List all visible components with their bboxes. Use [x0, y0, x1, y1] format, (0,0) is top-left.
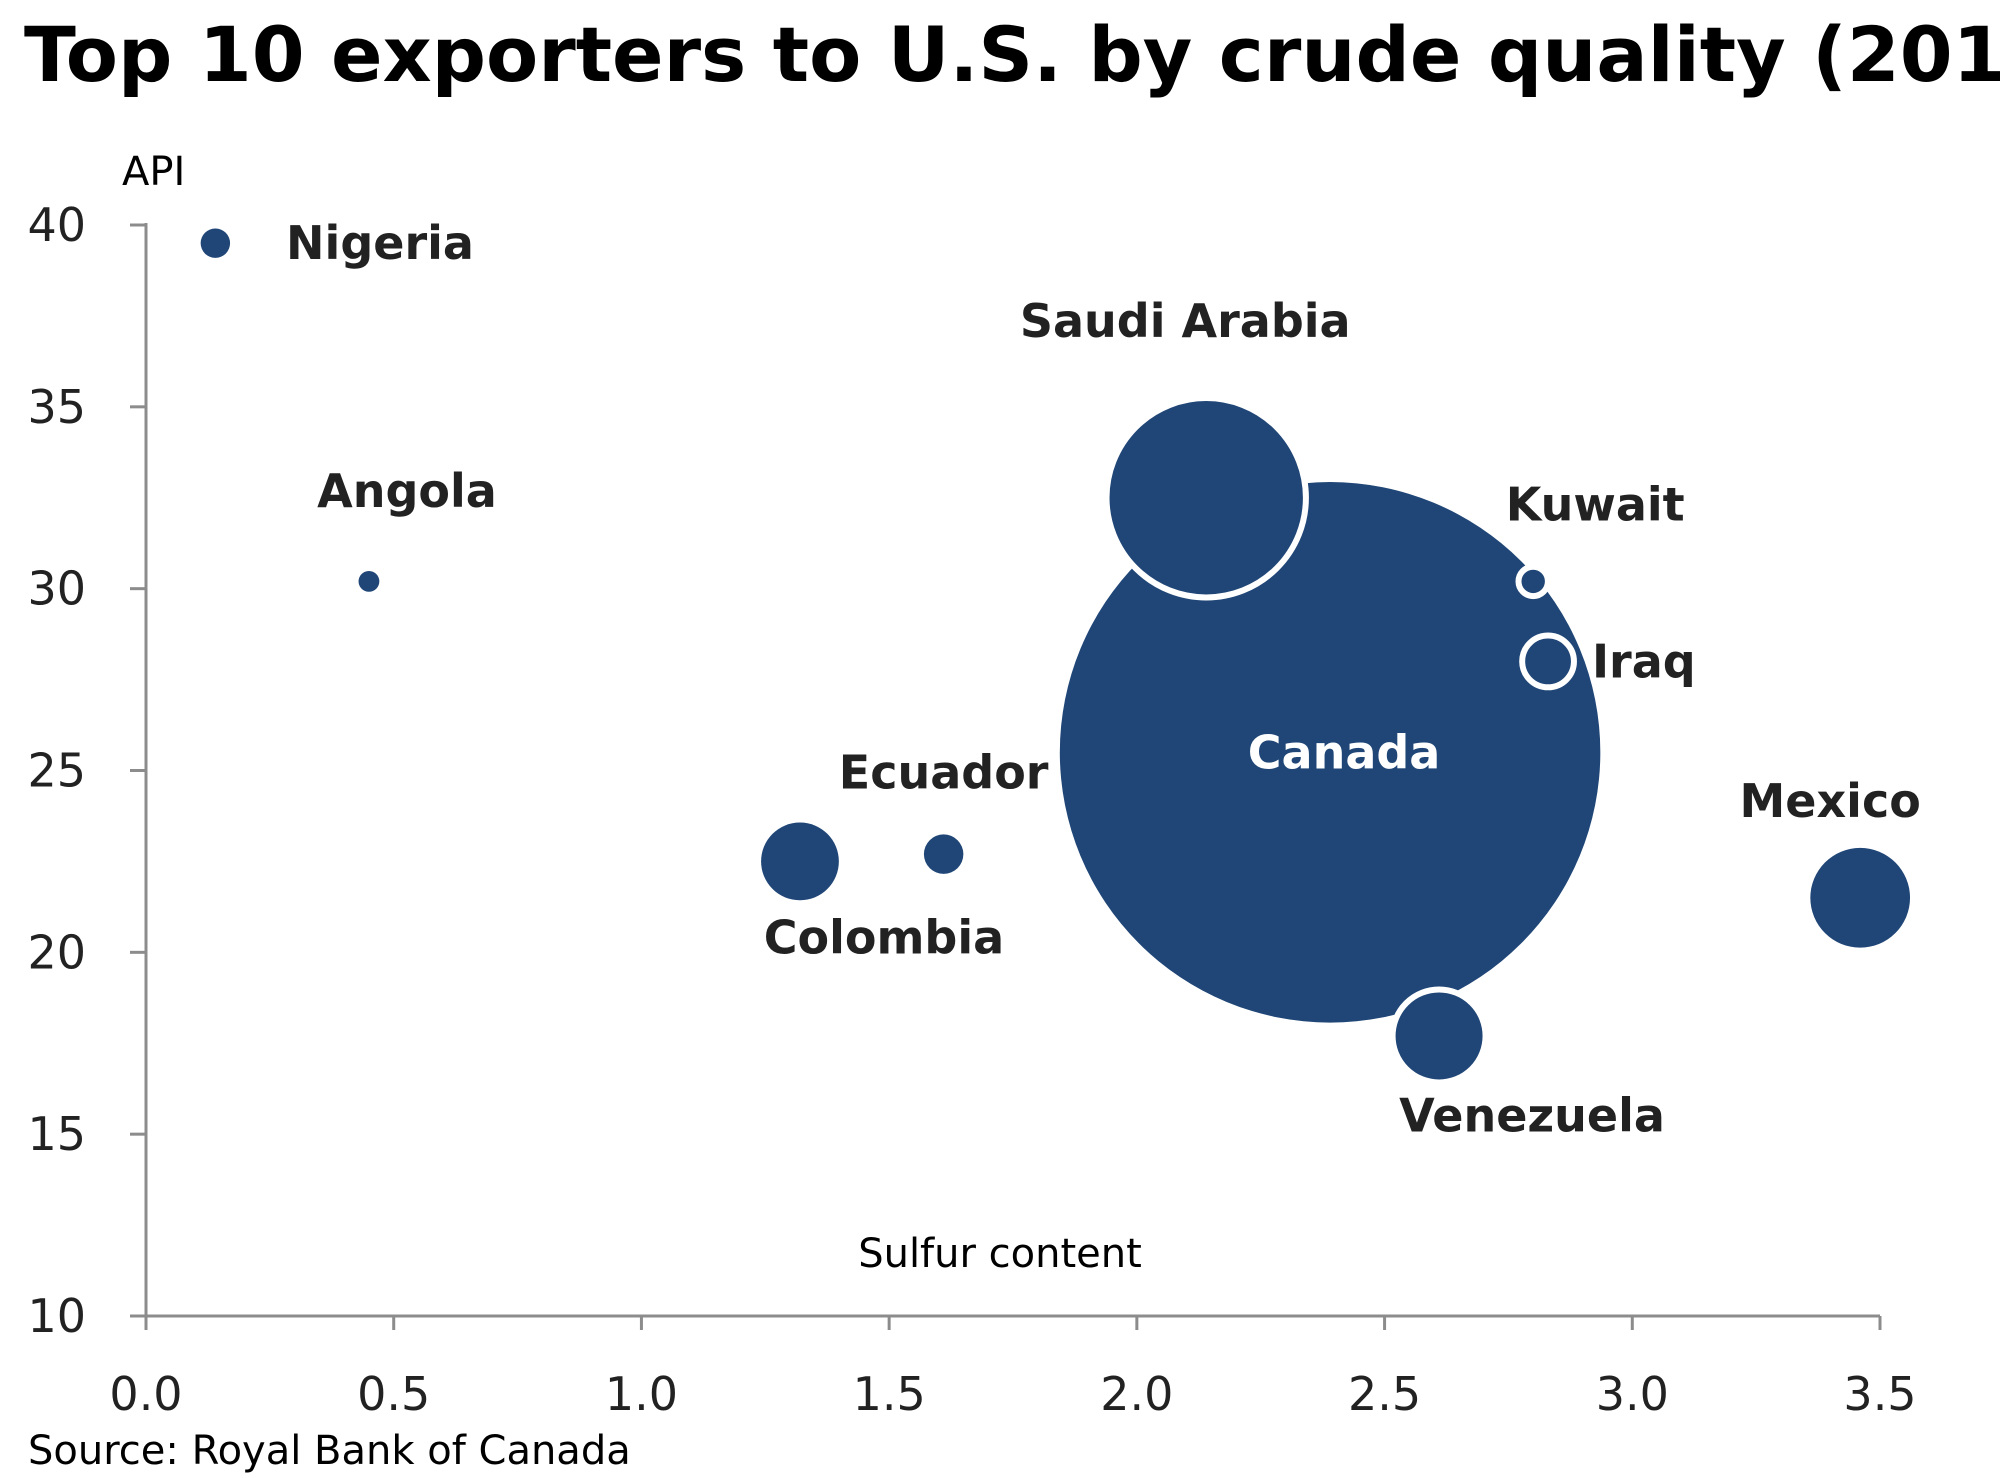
bubbles: [200, 228, 1911, 1086]
x-tick-label: 3.5: [1843, 1367, 1916, 1421]
x-tick-label: 1.0: [605, 1367, 678, 1421]
label-saudi-arabia: Saudi Arabia: [1020, 294, 1351, 348]
label-angola: Angola: [317, 464, 497, 518]
source-note: Source: Royal Bank of Canada: [28, 1428, 631, 1474]
bubble-nigeria: [200, 228, 231, 258]
label-canada: Canada: [1248, 725, 1441, 779]
axes: 10 15 20 25 30 35 40 0.0 0.5 1.0 1.5 2.0 2.5 3.0 3.5 AP…: [27, 149, 1916, 1421]
y-tick-label: 35: [27, 380, 86, 434]
x-tick-label: 2.5: [1348, 1367, 1421, 1421]
bubble-kuwait: [1515, 563, 1551, 600]
bubble-canada: [1059, 482, 1601, 1023]
x-tick-label: 0.5: [357, 1367, 430, 1421]
bubble-colombia: [761, 822, 839, 901]
x-axis-label: Sulfur content: [858, 1231, 1142, 1277]
label-mexico: Mexico: [1740, 774, 1921, 828]
x-tick-label: 3.0: [1596, 1367, 1669, 1421]
label-iraq: Iraq: [1592, 634, 1696, 688]
bubble-venezuela: [1389, 986, 1489, 1086]
chart-title: Top 10 exporters to U.S. by crude qualit…: [24, 10, 2000, 99]
x-tick-label: 1.5: [853, 1367, 926, 1421]
bubble-saudi-arabia: [1103, 395, 1309, 601]
label-ecuador: Ecuador: [839, 745, 1049, 799]
x-tick-label: 2.0: [1100, 1367, 1173, 1421]
bubble-mexico: [1810, 847, 1911, 948]
bubble-iraq: [1519, 632, 1577, 691]
y-tick-label: 40: [27, 198, 86, 252]
y-axis-label: API: [122, 149, 185, 195]
x-tick-label: 0.0: [109, 1367, 182, 1421]
y-tick-label: 25: [27, 744, 86, 798]
bubble-ecuador: [923, 834, 964, 874]
label-nigeria: Nigeria: [286, 216, 474, 270]
bubble-angola: [358, 570, 380, 592]
label-kuwait: Kuwait: [1506, 478, 1685, 532]
label-venezuela: Venezuela: [1399, 1088, 1665, 1142]
y-tick-label: 15: [27, 1107, 86, 1161]
label-colombia: Colombia: [764, 910, 1004, 964]
bubble-labels: Nigeria Angola Colombia Ecuador Saudi Arabia…: [286, 216, 1921, 1142]
y-tick-label: 30: [27, 562, 86, 616]
y-tick-label: 10: [27, 1289, 86, 1343]
y-tick-label: 20: [27, 925, 86, 979]
